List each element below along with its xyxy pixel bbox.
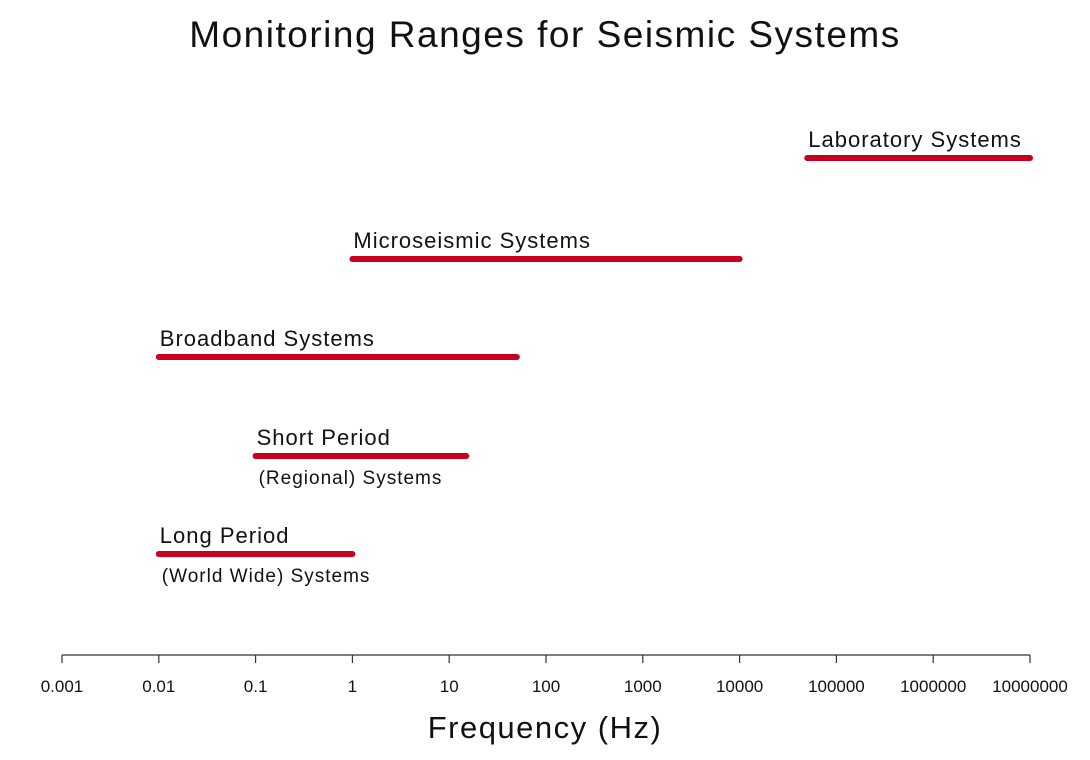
range-sublabel: (World Wide) Systems <box>162 566 371 587</box>
x-axis-title: Frequency (Hz) <box>428 710 663 745</box>
x-tick-label: 10 <box>440 677 459 696</box>
range-sublabel: (Regional) Systems <box>259 468 443 489</box>
x-tick-label: 0.001 <box>41 677 84 696</box>
x-tick-label: 10000000 <box>992 677 1068 696</box>
range-label: Laboratory Systems <box>808 127 1022 152</box>
x-axis: 0.001 0.01 0.1 1 10 100 1000 10000 100000 1000000… <box>41 654 1068 696</box>
x-tick-label: 100000 <box>808 677 865 696</box>
x-tick-label: 1 <box>348 677 357 696</box>
range-bars: Laboratory Systems Microseismic Systems Br… <box>155 127 1033 587</box>
x-tick-label: 0.01 <box>142 677 175 696</box>
chart-title: Monitoring Ranges for Seismic Systems <box>189 14 901 55</box>
x-tick-label: 10000 <box>716 677 763 696</box>
range-label: Long Period <box>160 523 290 548</box>
range-label: Broadband Systems <box>160 326 375 351</box>
x-tick-label: 1000000 <box>900 677 966 696</box>
range-label: Microseismic Systems <box>353 228 591 253</box>
range-label: Short Period <box>257 425 391 450</box>
x-tick-label: 100 <box>532 677 560 696</box>
x-tick-label: 0.1 <box>244 677 268 696</box>
x-tick-label: 1000 <box>624 677 662 696</box>
